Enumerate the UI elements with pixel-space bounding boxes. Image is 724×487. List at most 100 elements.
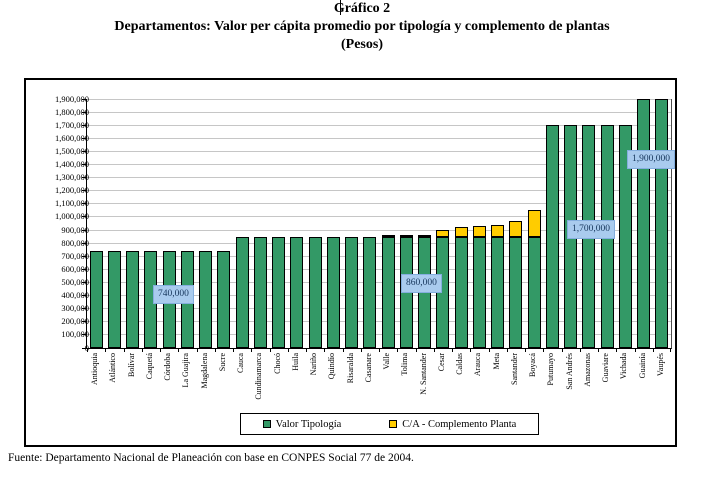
y-axis-tick — [82, 98, 86, 100]
x-axis-tick — [251, 349, 253, 352]
x-axis-tick — [415, 349, 417, 352]
x-axis-category-label: Cesar — [436, 353, 446, 372]
x-axis-category-label: Guaviare — [601, 353, 611, 383]
y-axis-tick — [82, 281, 86, 283]
y-axis-tick — [82, 242, 86, 244]
x-axis-tick — [670, 349, 671, 352]
x-axis-tick — [178, 349, 180, 352]
x-axis-tick — [123, 349, 125, 352]
y-axis-tick — [82, 308, 86, 310]
bar-complemento-planta — [491, 224, 505, 237]
bar-valor-tipologia — [272, 236, 286, 348]
legend-item: C/A - Complemento Planta — [389, 419, 516, 430]
chart-frame: 0 100,000 200,000 300,000 400,000 500,000 600,… — [24, 78, 677, 447]
x-axis-tick — [87, 349, 88, 352]
x-axis-category-label: Córdoba — [163, 353, 173, 381]
x-axis-tick — [269, 349, 271, 352]
bar-valor-tipologia — [308, 236, 322, 348]
bar-valor-tipologia — [381, 236, 395, 348]
gridline — [87, 334, 671, 336]
gridline — [87, 137, 671, 139]
x-axis-tick — [525, 349, 526, 352]
x-axis-tick — [379, 349, 380, 352]
x-axis-category-label: Caquetá — [144, 353, 154, 380]
y-axis-tick-label: 800,000 — [61, 237, 89, 248]
y-axis-tick — [82, 255, 86, 257]
x-axis-category-label: Cauca — [236, 353, 246, 373]
y-axis-tick — [82, 111, 86, 113]
x-axis-category-label: Guainía — [637, 353, 647, 379]
x-axis-tick — [488, 349, 490, 352]
bar-complemento-planta — [436, 230, 450, 237]
bar-complemento-planta — [527, 210, 541, 237]
x-axis-tick — [324, 349, 326, 352]
x-axis-category-label: Bolívar — [126, 353, 136, 377]
y-axis-tick — [82, 124, 86, 126]
bar-complemento-planta — [381, 235, 395, 238]
y-axis-tick-label: 1,500,000 — [55, 145, 89, 156]
legend-label: Valor Tipología — [275, 418, 342, 430]
bar-valor-tipologia — [89, 251, 103, 348]
x-axis-tick — [616, 349, 618, 352]
y-axis-tick — [82, 177, 86, 179]
x-axis-tick — [160, 349, 161, 352]
bar-valor-tipologia — [107, 251, 121, 348]
y-axis-tick-label: 1,400,000 — [55, 159, 89, 170]
x-axis-tick — [579, 349, 581, 352]
gridline — [87, 190, 671, 192]
x-axis-tick — [105, 349, 107, 352]
x-axis-category-label: Arauca — [473, 353, 483, 377]
y-axis-tick-label: 1,300,000 — [55, 172, 89, 183]
x-axis-category-label: Casanare — [363, 353, 373, 383]
legend-label: C/A - Complemento Planta — [402, 418, 517, 430]
legend-swatch-icon — [262, 420, 271, 428]
x-axis-tick — [652, 349, 654, 352]
gridline — [87, 308, 671, 310]
gridline — [87, 177, 671, 179]
x-axis-tick — [598, 349, 599, 352]
bar-valor-tipologia — [199, 251, 213, 348]
y-axis-tick — [82, 216, 86, 218]
y-axis-tick — [82, 190, 86, 192]
bar-valor-tipologia — [290, 236, 304, 348]
y-axis-tick — [82, 229, 86, 231]
gridline — [87, 229, 671, 231]
bar-valor-tipologia — [126, 251, 140, 348]
y-axis-tick — [82, 150, 86, 152]
bar-valor-tipologia — [618, 125, 632, 348]
y-axis-tick-label: 100,000 — [61, 329, 89, 340]
y-axis-tick-label: 1,600,000 — [55, 132, 89, 143]
x-axis-category-label: Atlántico — [108, 353, 118, 383]
x-axis-tick — [141, 349, 143, 352]
x-axis-tick — [287, 349, 289, 352]
x-axis-tick — [561, 349, 563, 352]
y-axis-tick-label: 600,000 — [61, 263, 89, 274]
y-axis-tick-label: 0 — [84, 342, 89, 353]
x-axis-category-label: Sucre — [217, 353, 227, 372]
value-callout: 1,900,000 — [627, 150, 675, 169]
y-axis-tick — [82, 203, 86, 205]
bar-valor-tipologia — [491, 236, 505, 348]
x-axis-category-label: Tolima — [400, 353, 410, 376]
gridline — [87, 268, 671, 270]
x-axis-tick — [397, 349, 399, 352]
bar-valor-tipologia — [527, 236, 541, 348]
gridline — [87, 321, 671, 323]
bar-valor-tipologia — [509, 236, 523, 348]
y-axis-tick-label: 300,000 — [61, 303, 89, 314]
y-axis-tick-label: 1,100,000 — [55, 198, 89, 209]
x-axis-tick — [233, 349, 234, 352]
gridline — [87, 98, 671, 100]
bar-valor-tipologia — [326, 236, 340, 348]
bar-complemento-planta — [418, 235, 432, 238]
gridline — [87, 203, 671, 205]
legend: Valor Tipología C/A - Complemento Planta — [240, 413, 539, 435]
gridline — [87, 164, 671, 166]
y-axis-tick-label: 1,800,000 — [55, 106, 89, 117]
bar-valor-tipologia — [345, 236, 359, 348]
bar-valor-tipologia — [363, 236, 377, 348]
bar-valor-tipologia — [235, 236, 249, 348]
legend-item: Valor Tipología — [262, 418, 342, 430]
x-axis-tick — [433, 349, 435, 352]
bar-complemento-planta — [509, 220, 523, 237]
